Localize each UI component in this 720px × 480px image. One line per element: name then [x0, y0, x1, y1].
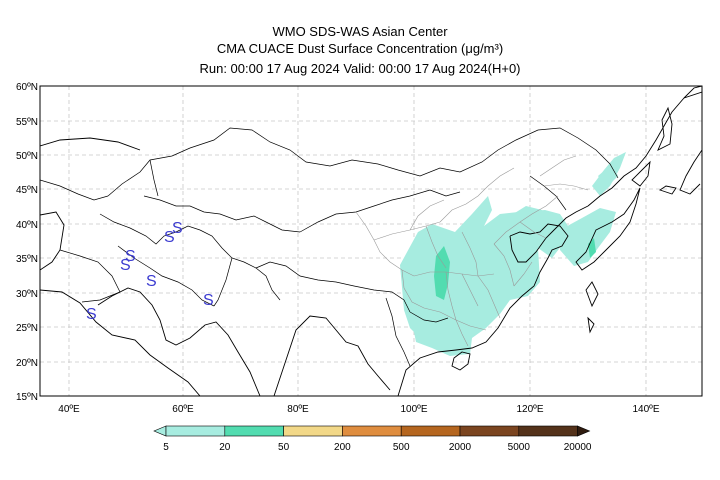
- legend-color-box: [400, 425, 461, 437]
- legend-color-boxes: [153, 425, 591, 437]
- lon-label: 120ºE: [516, 404, 543, 415]
- latitude-labels: 60ºN 55ºN 50ºN 45ºN 40ºN 35ºN 30ºN 25ºN …: [16, 82, 38, 403]
- legend-color-box: [165, 425, 226, 437]
- legend-arrow-high: [577, 425, 591, 437]
- station-symbol: S: [164, 229, 175, 246]
- map-subtitle: CMA CUACE Dust Surface Concentration (μg…: [216, 41, 504, 56]
- legend-color-box: [283, 425, 343, 437]
- legend-color-box: [224, 425, 284, 437]
- station-markers: S S S S S S S: [86, 220, 214, 323]
- lat-label: 20ºN: [16, 358, 38, 369]
- legend-label: 20000: [564, 442, 592, 453]
- lat-label: 30ºN: [16, 289, 38, 300]
- legend-color-box: [342, 425, 402, 437]
- legend-label: 5: [163, 442, 169, 453]
- longitude-labels: 40ºE 60ºE 80ºE 100ºE 120ºE 140ºE: [58, 404, 660, 415]
- map-frame: [39, 85, 703, 397]
- station-symbol: S: [146, 273, 157, 290]
- lat-label: 60ºN: [16, 82, 38, 93]
- map-title: WMO SDS-WAS Asian Center: [272, 24, 448, 39]
- legend-label: 500: [393, 442, 410, 453]
- lat-label: 25ºN: [16, 323, 38, 334]
- lat-label: 40ºN: [16, 220, 38, 231]
- legend-label: 200: [334, 442, 351, 453]
- legend-labels: 5 20 50 200 500 2000 5000 20000: [163, 442, 592, 453]
- lat-label: 45ºN: [16, 185, 38, 196]
- lon-label: 100ºE: [400, 404, 427, 415]
- lat-label: 15ºN: [16, 392, 38, 403]
- station-symbol: S: [203, 292, 214, 309]
- lon-label: 60ºE: [172, 404, 194, 415]
- lat-label: 35ºN: [16, 254, 38, 265]
- station-symbol: S: [125, 248, 136, 265]
- lat-label: 50ºN: [16, 151, 38, 162]
- run-valid-time: Run: 00:00 17 Aug 2024 Valid: 00:00 17 A…: [199, 61, 521, 76]
- lon-label: 40ºE: [58, 404, 80, 415]
- station-symbol: S: [172, 220, 183, 237]
- station-symbol: S: [120, 257, 131, 274]
- legend-color-box: [518, 425, 578, 437]
- station-symbol: S: [86, 306, 97, 323]
- legend-label: 5000: [508, 442, 531, 453]
- country-borders: [40, 127, 619, 367]
- legend-arrow-low: [153, 425, 167, 437]
- province-borders: [355, 155, 589, 347]
- legend-label: 20: [219, 442, 231, 453]
- legend-label: 50: [278, 442, 290, 453]
- lat-label: 55ºN: [16, 117, 38, 128]
- legend-label: 2000: [449, 442, 472, 453]
- legend-color-box: [459, 425, 520, 437]
- lon-label: 140ºE: [632, 404, 659, 415]
- coastlines: [40, 86, 702, 396]
- lon-label: 80ºE: [287, 404, 309, 415]
